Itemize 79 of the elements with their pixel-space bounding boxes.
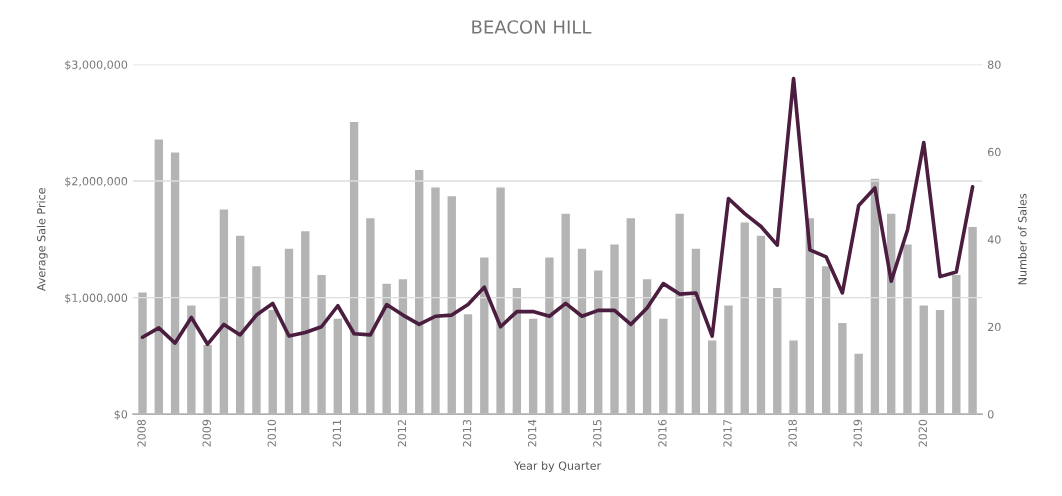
bar	[511, 286, 523, 415]
bar	[495, 186, 507, 415]
bar	[381, 282, 393, 415]
bar	[478, 256, 490, 415]
bar	[967, 225, 979, 415]
bar	[429, 186, 442, 415]
x-tick-label: 2017	[723, 419, 732, 447]
bar	[820, 264, 832, 415]
y-tick-label: $1,000,000	[65, 293, 128, 304]
bar	[267, 308, 279, 415]
bar	[527, 317, 539, 415]
line-series	[140, 76, 975, 347]
bar	[202, 343, 214, 415]
bar	[543, 256, 555, 415]
bar	[950, 273, 962, 415]
x-tick-label: 2009	[202, 419, 211, 447]
bar	[674, 212, 686, 415]
bar	[136, 291, 149, 415]
bar	[853, 352, 865, 415]
x-tick-label: 2008	[137, 419, 146, 447]
y-tick-label: $0	[114, 409, 128, 421]
y2-axis-title: Number of Sales	[1018, 193, 1027, 285]
y-tick-label: $3,000,000	[65, 60, 128, 71]
bar	[315, 273, 328, 415]
bar	[755, 234, 767, 415]
x-tick-label: 2015	[593, 419, 602, 447]
bar	[283, 247, 295, 415]
x-tick-label: 2011	[332, 420, 342, 447]
y2-tick-label: 40	[987, 235, 1001, 244]
chart-title: BEACON HILL	[472, 20, 592, 34]
bar	[787, 339, 800, 415]
bar	[332, 317, 344, 415]
bar	[576, 247, 588, 415]
bar	[625, 216, 637, 415]
bar	[869, 177, 881, 415]
bar	[234, 234, 246, 415]
bar	[218, 208, 230, 415]
bar	[364, 216, 376, 415]
bar	[397, 277, 409, 415]
bar	[722, 304, 735, 415]
bar	[706, 339, 718, 415]
bar	[739, 221, 751, 415]
bar	[804, 216, 816, 415]
bar	[934, 308, 946, 415]
bar	[901, 242, 914, 415]
bar	[690, 247, 702, 415]
y2-tick-label: 60	[987, 147, 1001, 157]
bar	[348, 120, 360, 415]
x-tick-label: 2020	[918, 419, 927, 447]
bar	[918, 304, 930, 415]
x-tick-label: 2013	[462, 419, 472, 447]
bar	[462, 312, 474, 415]
x-tick-label: 2010	[267, 419, 276, 447]
x-tick-label: 2018	[788, 419, 797, 447]
bar	[299, 229, 311, 415]
bar	[560, 212, 572, 415]
bar	[446, 194, 458, 415]
x-axis-title: Year by Quarter	[513, 461, 602, 472]
y2-tick-label: 20	[988, 322, 1001, 332]
y-axis-title: Average Sale Price	[36, 188, 48, 292]
bar	[250, 264, 263, 415]
bar	[836, 321, 848, 415]
bar	[771, 286, 783, 415]
bar	[608, 242, 621, 415]
bar	[185, 304, 197, 415]
bar	[169, 151, 181, 415]
bar	[641, 277, 653, 415]
x-tick-label: 2014	[527, 419, 537, 447]
bar	[657, 317, 669, 415]
x-tick-label: 2016	[658, 419, 667, 447]
bar	[885, 212, 897, 415]
bar	[413, 168, 425, 415]
bar	[153, 138, 165, 415]
y2-tick-label: 80	[987, 60, 1001, 69]
x-tick-label: 2019	[853, 419, 862, 447]
y2-tick-label: 0	[987, 410, 994, 419]
bar	[592, 269, 604, 415]
y-tick-label: $2,000,000	[65, 176, 128, 187]
x-tick-label: 2012	[397, 420, 407, 447]
